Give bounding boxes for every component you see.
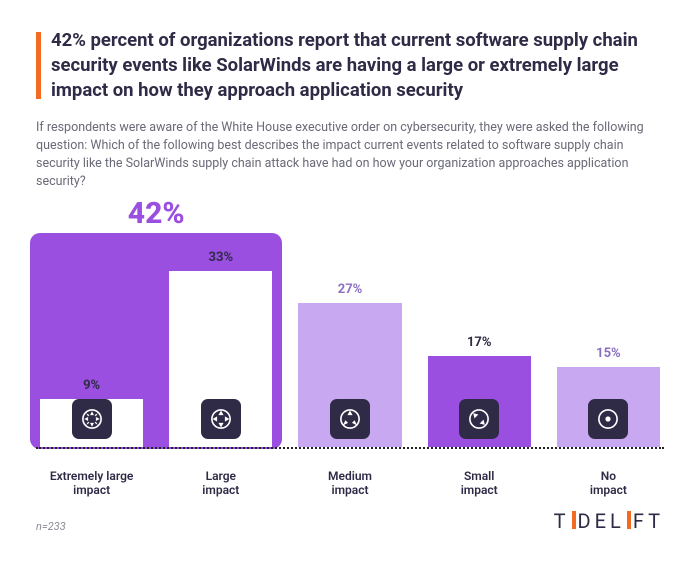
category-label: Mediumimpact bbox=[298, 469, 401, 498]
brand-accent-i bbox=[627, 511, 631, 529]
four-arrows-icon bbox=[201, 399, 241, 439]
three-arrows-icon bbox=[330, 399, 370, 439]
highlight-percentage: 42% bbox=[30, 196, 282, 231]
bar-column: 27% bbox=[298, 282, 401, 447]
bar-value-label: 17% bbox=[467, 335, 492, 350]
bar bbox=[169, 271, 272, 447]
headline-text: 42% percent of organizations report that… bbox=[51, 28, 664, 103]
intro-paragraph: If respondents were aware of the White H… bbox=[36, 119, 664, 192]
bar-column: 15% bbox=[557, 346, 660, 447]
bar-value-label: 15% bbox=[596, 346, 621, 361]
two-arrows-icon bbox=[459, 399, 499, 439]
category-label: Largeimpact bbox=[169, 469, 272, 498]
bar-value-label: 33% bbox=[209, 250, 234, 265]
category-labels: Extremely largeimpact Largeimpact Mediumim… bbox=[36, 469, 664, 498]
category-label: Smallimpact bbox=[428, 469, 531, 498]
bar bbox=[557, 367, 660, 447]
dot-icon bbox=[588, 399, 628, 439]
star-arrows-icon bbox=[72, 399, 112, 439]
sample-size: n=233 bbox=[36, 520, 66, 533]
footer: n=233 TDELFT bbox=[36, 509, 664, 533]
bar bbox=[428, 356, 531, 447]
brand-accent-i bbox=[572, 511, 576, 529]
bar bbox=[298, 303, 401, 447]
accent-bar bbox=[36, 32, 41, 99]
bar-column: 33% bbox=[169, 250, 272, 447]
bar-value-label: 27% bbox=[338, 282, 363, 297]
category-label: Extremely largeimpact bbox=[40, 469, 143, 498]
bar-column: 9% bbox=[40, 378, 143, 447]
bar-chart: 42% 9%33%27%17%15% Extremely largeimpact… bbox=[36, 217, 664, 507]
bar-column: 17% bbox=[428, 335, 531, 447]
headline-block: 42% percent of organizations report that… bbox=[36, 28, 664, 103]
bars-container: 9% 33% 27% 17% 15% bbox=[36, 239, 664, 449]
category-label: Noimpact bbox=[557, 469, 660, 498]
bar-value-label: 9% bbox=[83, 378, 100, 393]
brand-logo: TDELFT bbox=[554, 509, 664, 533]
bar bbox=[40, 399, 143, 447]
